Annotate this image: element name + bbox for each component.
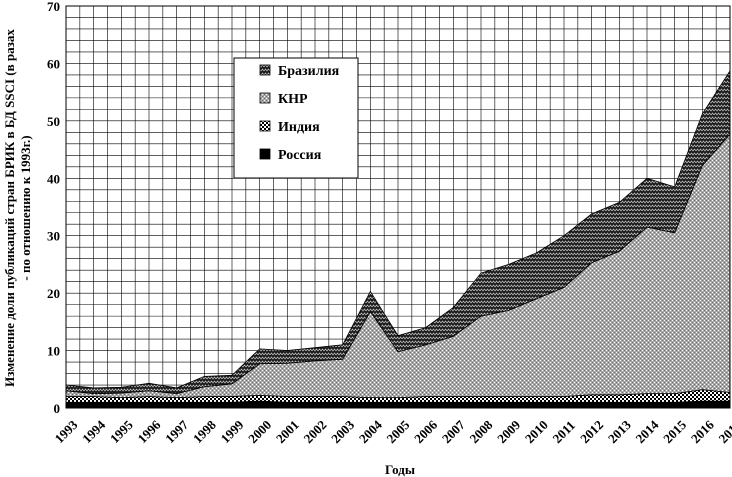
y-tick-label: 0 [54, 401, 61, 416]
legend-label-brazil: Бразилия [278, 64, 340, 79]
legend-label-india: Индия [278, 120, 320, 135]
x-tick-label: 2014 [633, 417, 662, 446]
x-tick-label: 2017 [716, 417, 732, 446]
x-tick-label: 2007 [439, 417, 468, 446]
x-tick-label: 2002 [301, 417, 330, 446]
legend: Бразилия КНР Индия Россия [233, 57, 359, 179]
y-tick-label: 10 [47, 344, 60, 359]
x-tick-label: 2008 [467, 417, 496, 446]
x-tick-label: 1995 [107, 417, 136, 446]
x-tick-label: 1997 [162, 417, 191, 446]
y-axis-title-line-2: - по отношению к 1993г.) [18, 135, 33, 280]
legend-label-russia: Россия [278, 148, 322, 163]
x-tick-label: 2011 [550, 418, 578, 446]
y-tick-label: 70 [47, 0, 60, 14]
legend-swatch-china [259, 92, 271, 104]
y-tick-labels: 0 10 20 30 40 50 60 70 [47, 0, 60, 416]
legend-box [233, 57, 359, 179]
plot-area-border [65, 5, 731, 409]
legend-swatch-russia [259, 148, 271, 160]
y-tick-label: 30 [47, 229, 60, 244]
x-tick-label: 1999 [218, 417, 247, 446]
x-tick-label: 2012 [577, 417, 606, 446]
x-axis-title: Годы [385, 462, 415, 477]
legend-swatch-brazil [259, 64, 271, 76]
x-tick-labels: 1993199419951996199719981999200020012002… [52, 417, 732, 446]
x-tick-label: 2015 [660, 417, 689, 446]
y-tick-label: 50 [47, 114, 60, 129]
x-tick-label: 2010 [522, 417, 551, 446]
x-tick-label: 2016 [688, 417, 717, 446]
legend-label-china: КНР [278, 92, 308, 107]
y-tick-label: 40 [47, 171, 60, 186]
x-tick-label: 2001 [273, 417, 302, 446]
x-tick-label: 1993 [52, 417, 81, 446]
y-tick-label: 20 [47, 286, 60, 301]
x-tick-label: 2009 [494, 417, 523, 446]
x-tick-label: 1998 [190, 417, 219, 446]
x-tick-label: 2003 [328, 417, 357, 446]
x-tick-label: 2013 [605, 417, 634, 446]
x-tick-label: 2000 [245, 417, 274, 446]
x-tick-label: 1996 [135, 417, 164, 446]
legend-swatch-india [259, 120, 271, 132]
y-tick-label: 60 [47, 56, 60, 71]
y-axis-title: Изменение доли публикаций стран БРИК в Б… [2, 29, 33, 387]
x-tick-label: 1994 [79, 417, 108, 446]
y-axis-title-line-1: Изменение доли публикаций стран БРИК в Б… [2, 29, 17, 387]
x-tick-label: 2006 [411, 417, 440, 446]
x-tick-label: 2005 [384, 417, 413, 446]
x-tick-label: 2004 [356, 417, 385, 446]
